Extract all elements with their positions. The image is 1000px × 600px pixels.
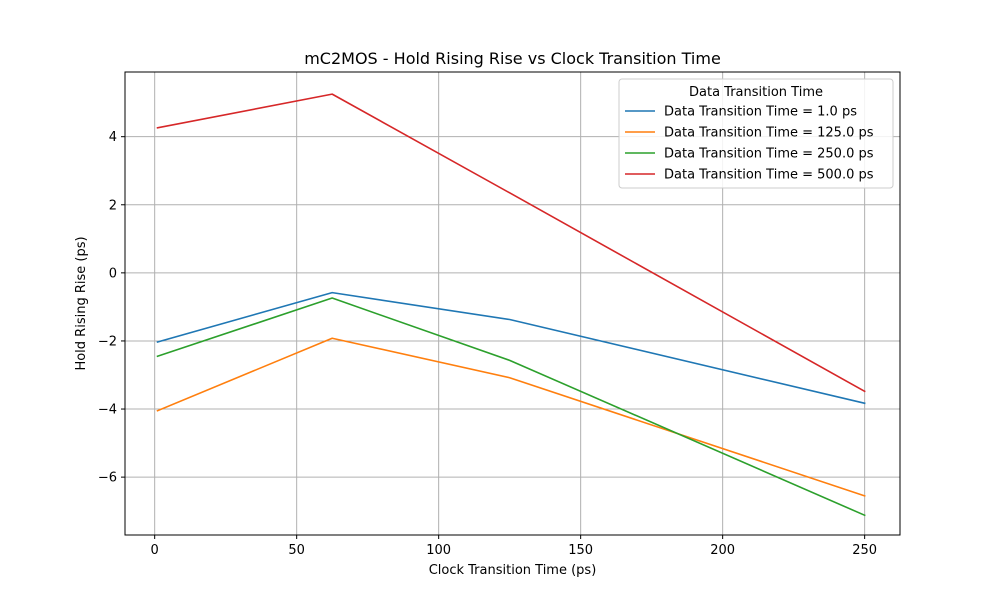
plot-frame [124, 71, 901, 536]
y-tick-label: −6 [98, 471, 117, 486]
legend-title: Data Transition Time [689, 85, 823, 100]
legend-entry-0: Data Transition Time = 1.0 ps [664, 105, 857, 120]
x-axis-ticks: 0 50 100 150 200 250 [151, 535, 877, 558]
legend-box [618, 78, 894, 189]
x-tick-label: 150 [568, 543, 593, 558]
x-tick-label: 0 [151, 543, 159, 558]
grid [125, 72, 900, 535]
series-line-3 [156, 93, 866, 393]
legend-entry-3: Data Transition Time = 500.0 ps [664, 168, 874, 183]
y-tick-label: −2 [98, 334, 117, 349]
y-tick-label: 4 [109, 130, 117, 145]
legend: Data Transition Time Data Transition Tim… [618, 78, 894, 189]
x-tick-label: 250 [852, 543, 877, 558]
series-line-2 [156, 297, 866, 517]
series-line-0 [156, 291, 866, 405]
y-axis-ticks: −6 −4 −2 0 2 4 [98, 130, 125, 486]
y-axis-label: Hold Rising Rise (ps) [74, 236, 89, 370]
series-line-1 [156, 337, 866, 497]
legend-entry-1: Data Transition Time = 125.0 ps [664, 126, 874, 141]
x-tick-label: 200 [710, 543, 735, 558]
legend-entries: Data Transition Time = 1.0 ps Data Transi… [625, 105, 874, 183]
y-tick-label: −4 [98, 403, 117, 418]
legend-entry-2: Data Transition Time = 250.0 ps [664, 147, 874, 162]
y-tick-label: 2 [109, 198, 117, 213]
x-tick-label: 50 [288, 543, 305, 558]
x-tick-label: 100 [426, 543, 451, 558]
y-tick-label: 0 [109, 266, 117, 281]
series-lines [156, 93, 866, 517]
chart-title: mC2MOS - Hold Rising Rise vs Clock Trans… [304, 49, 721, 68]
x-axis-label: Clock Transition Time (ps) [429, 563, 597, 578]
